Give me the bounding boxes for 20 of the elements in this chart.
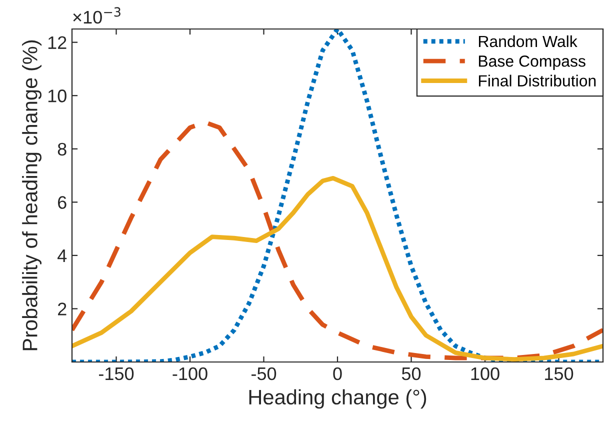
x-tick-label: 50	[402, 367, 421, 380]
x-tick-label: 0	[333, 367, 342, 380]
text: ×10$^{−3}$	[73, 7, 120, 24]
y-tick-label: 8	[58, 142, 66, 156]
y-tick-label: 6	[58, 196, 66, 209]
legend-label: Final Distribution	[478, 74, 596, 86]
x-tick-label: -100	[172, 367, 208, 380]
line-series	[72, 120, 603, 360]
legend-label: Random Walk	[478, 35, 578, 48]
legend-label: Base Compass	[478, 55, 586, 70]
x-tick-label: -50	[252, 367, 276, 380]
x-tick-label: -150	[98, 367, 134, 380]
y-tick-label: 2	[58, 302, 66, 316]
x-tick-label: 150	[545, 367, 574, 380]
x-axis-title: Heading change (°)	[249, 389, 426, 409]
y-tick-label: 12	[48, 36, 66, 49]
x-tick-label: 100	[471, 367, 500, 380]
y-axis-title: Probability of heading change (%)	[22, 40, 42, 350]
y-tick-label: 4	[58, 250, 67, 262]
y-tick-label: 10	[48, 90, 66, 102]
